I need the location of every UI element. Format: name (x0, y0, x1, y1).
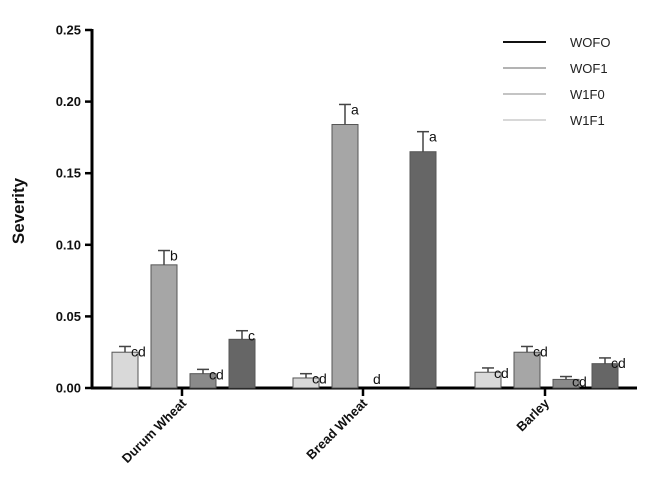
significance-letter: a (351, 101, 359, 117)
y-tick-label: 0.00 (56, 381, 81, 396)
significance-letter: cd (209, 366, 224, 382)
bar (591, 363, 619, 389)
x-category-label: Barley (513, 395, 552, 434)
bar (409, 151, 437, 389)
legend-label: WOFO (570, 35, 610, 50)
significance-letter: cd (533, 343, 548, 359)
legend: WOFO WOF1 W1F0 W1F1 (503, 35, 610, 128)
significance-letter: cd (611, 355, 626, 371)
y-tick-label: 0.05 (56, 309, 81, 324)
y-tick-label: 0.10 (56, 237, 81, 252)
bar (513, 351, 541, 389)
significance-letter: cd (572, 374, 587, 390)
significance-letter: cd (312, 371, 327, 387)
bar (111, 351, 139, 389)
significance-letter: cd (131, 343, 146, 359)
significance-letter: b (170, 248, 178, 264)
significance-letter: cd (494, 365, 509, 381)
bar (331, 124, 359, 389)
bars: cd cd cd b a cd cd d cd c a cd (111, 101, 626, 390)
significance-letter: c (248, 328, 255, 344)
x-category-label: Durum Wheat (119, 395, 190, 466)
bar (228, 338, 256, 389)
y-tick-label: 0.25 (56, 23, 81, 38)
bar (150, 264, 178, 389)
significance-letter: a (429, 129, 437, 145)
significance-letter: d (373, 371, 381, 387)
legend-label: W1F0 (570, 87, 605, 102)
y-tick-label: 0.20 (56, 94, 81, 109)
y-tick-label: 0.15 (56, 166, 81, 181)
legend-label: WOF1 (570, 61, 608, 76)
y-axis: 0.00 0.05 0.10 0.15 0.20 0.25 (56, 23, 94, 396)
x-category-label: Bread Wheat (303, 395, 370, 462)
legend-label: W1F1 (570, 113, 605, 128)
x-axis: Durum Wheat Bread Wheat Barley (91, 386, 637, 466)
y-axis-title: Severity (9, 177, 28, 244)
